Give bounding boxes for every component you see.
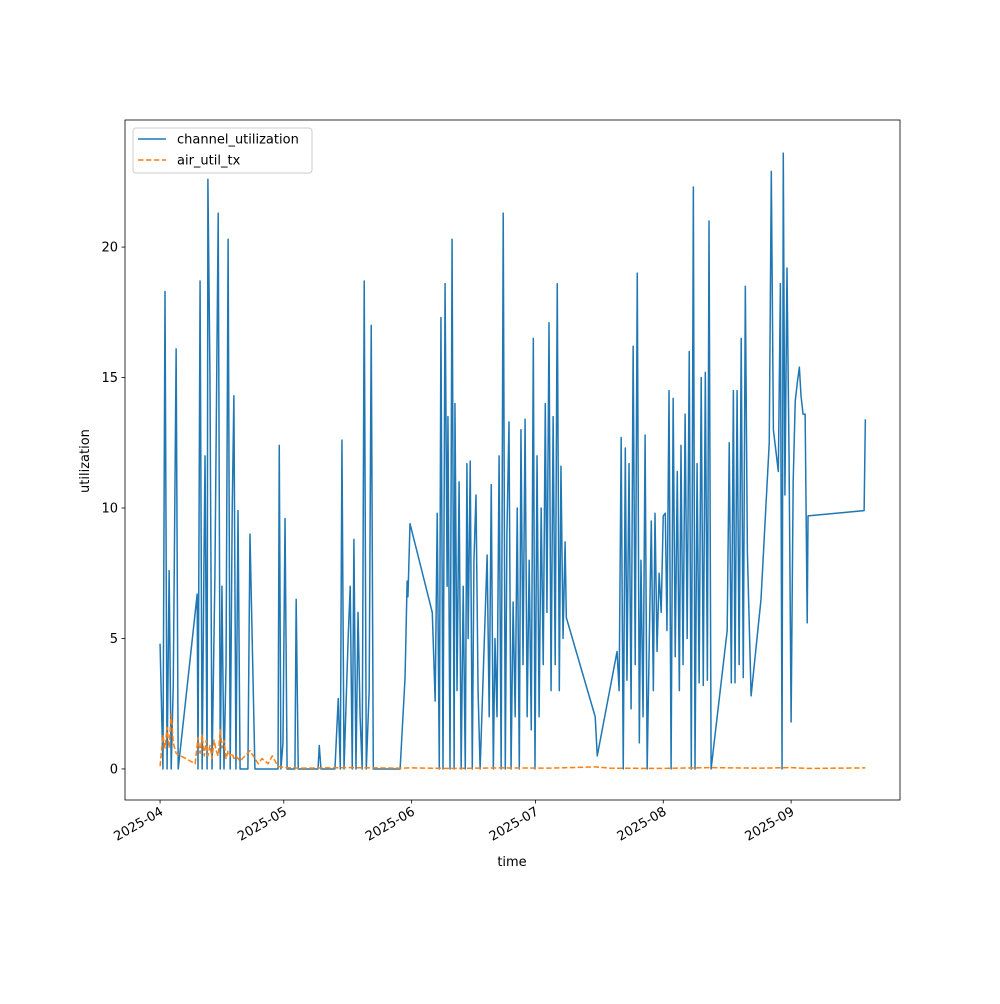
y-tick-label: 0 [110,762,118,777]
y-axis-label: utilization [78,429,93,493]
legend-label: channel_utilization [177,133,299,148]
y-tick-label: 5 [110,632,118,647]
legend-box [132,127,313,174]
x-axis-label: time [497,855,526,870]
y-tick-label: 20 [101,241,118,256]
line-series [159,152,867,770]
y-tick-label: 10 [101,502,118,517]
line-series [159,713,866,770]
plot-frame [124,119,901,801]
y-tick-label: 15 [101,371,118,386]
legend-label: air_util_tx [177,154,241,169]
